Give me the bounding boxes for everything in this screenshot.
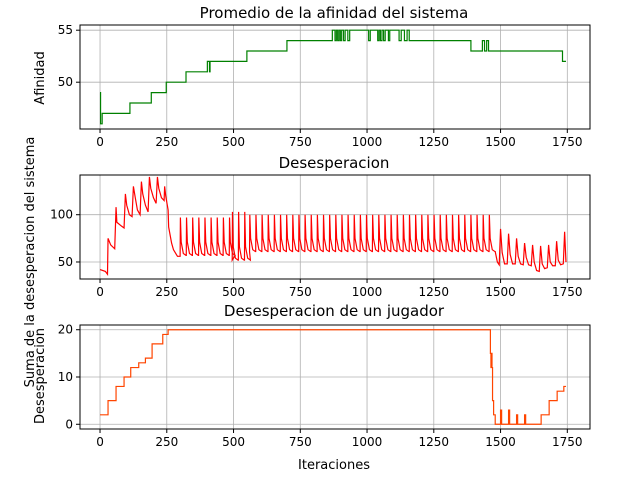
- player-desperation-series-line: [100, 329, 566, 425]
- affinity-xtick-label: 1250: [419, 135, 450, 149]
- affinity-ytick-label: 50: [58, 75, 73, 89]
- player-desperation-xtick-label: 0: [96, 435, 104, 449]
- player-desperation-xtick-label: 500: [222, 435, 245, 449]
- player-desperation-ytick-label: 20: [58, 323, 73, 337]
- affinity-xtick-label: 1750: [552, 135, 583, 149]
- affinity-series-line: [99, 29, 566, 125]
- player-desperation-title: Desesperacion de un jugador: [224, 302, 445, 320]
- player-desperation-ytick-label: 0: [65, 417, 73, 431]
- player-desperation-xtick-label: 750: [289, 435, 312, 449]
- affinity-ytick-label: 55: [58, 23, 73, 37]
- desperation-xtick-label: 0: [96, 285, 104, 299]
- affinity-axes-frame: [79, 24, 591, 130]
- x-axis-label: Iteraciones: [298, 458, 370, 473]
- desperation-xtick-label: 1000: [352, 285, 383, 299]
- desperation-ylabel: Suma de la desesperacion del sistema: [23, 137, 38, 388]
- desperation-axes-frame: [79, 174, 591, 280]
- player-desperation-xtick-label: 1250: [419, 435, 450, 449]
- affinity-panel: Promedio de la afinidad del sistema Afin…: [33, 4, 591, 149]
- desperation-series-line: [99, 176, 567, 277]
- desperation-ytick-label: 100: [50, 208, 73, 222]
- affinity-xtick-label: 250: [155, 135, 178, 149]
- player-desperation-ylabel: Desesperacion: [33, 328, 48, 424]
- desperation-xtick-label: 750: [289, 285, 312, 299]
- affinity-xtick-label: 0: [96, 135, 104, 149]
- affinity-xtick-label: 750: [289, 135, 312, 149]
- player-desperation-xtick-label: 250: [155, 435, 178, 449]
- player-desperation-xtick-label: 1000: [352, 435, 383, 449]
- player-desperation-xtick-label: 1500: [485, 435, 516, 449]
- desperation-ytick-label: 50: [58, 255, 73, 269]
- affinity-xtick-label: 1000: [352, 135, 383, 149]
- desperation-panel: Desesperacion Suma de la desesperacion d…: [23, 137, 591, 388]
- desperation-xtick-label: 500: [222, 285, 245, 299]
- desperation-xtick-label: 1500: [485, 285, 516, 299]
- desperation-xtick-label: 1250: [419, 285, 450, 299]
- affinity-title: Promedio de la afinidad del sistema: [200, 4, 469, 22]
- desperation-xtick-label: 250: [155, 285, 178, 299]
- player-desperation-ytick-label: 10: [58, 370, 73, 384]
- player-desperation-xtick-label: 1750: [552, 435, 583, 449]
- affinity-xtick-label: 500: [222, 135, 245, 149]
- affinity-ylabel: Afinidad: [33, 51, 48, 104]
- affinity-xtick-label: 1500: [485, 135, 516, 149]
- desperation-title: Desesperacion: [279, 154, 390, 172]
- desperation-xtick-label: 1750: [552, 285, 583, 299]
- player-desperation-panel: Desesperacion de un jugador Desesperacio…: [33, 302, 591, 473]
